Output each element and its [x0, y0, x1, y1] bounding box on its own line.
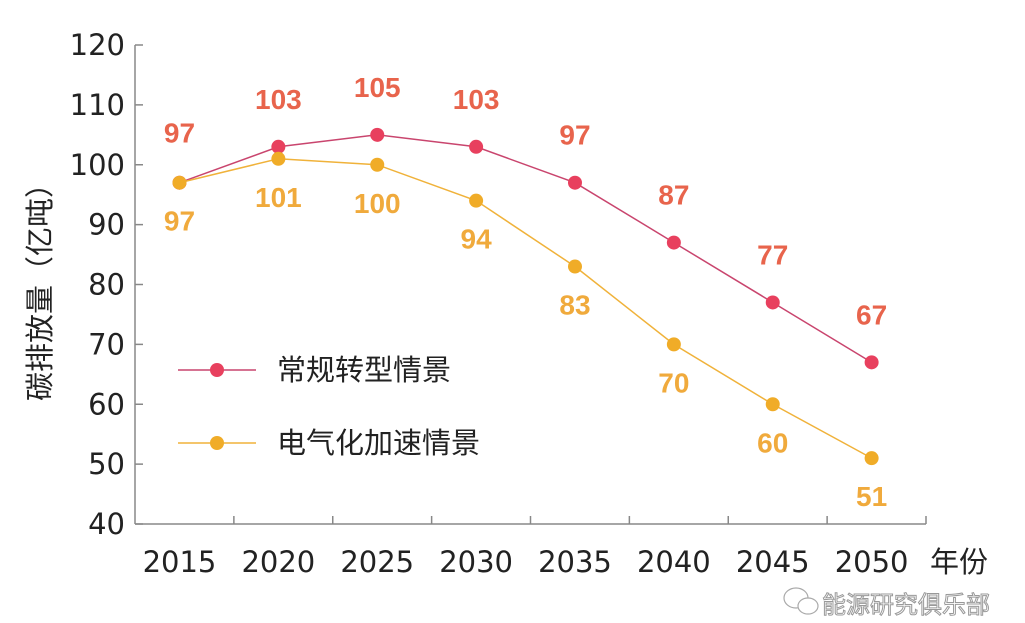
data-label: 105: [354, 72, 401, 103]
legend-marker: [210, 436, 224, 450]
data-point: [567, 175, 582, 190]
y-tick-label: 70: [88, 327, 125, 361]
data-point: [864, 451, 879, 466]
data-label: 97: [559, 120, 590, 151]
data-label: 94: [461, 224, 493, 255]
data-point: [864, 355, 879, 370]
watermark: 能源研究俱乐部: [783, 587, 991, 620]
data-point: [469, 193, 484, 208]
y-tick-label: 50: [88, 447, 125, 481]
data-label: 100: [354, 188, 401, 219]
data-point: [172, 175, 187, 190]
data-point: [666, 337, 681, 352]
data-label: 103: [453, 84, 500, 115]
data-point: [370, 127, 385, 142]
data-label: 103: [255, 84, 302, 115]
y-tick-label: 110: [70, 88, 125, 122]
x-axis-label: 年份: [930, 545, 988, 579]
data-point: [765, 295, 780, 310]
y-tick-label: 90: [88, 208, 125, 242]
data-labels: 97 103 105 103 97 87 77 67 97 101 100 94 83 70 60 51: [164, 72, 887, 512]
data-point: [271, 139, 286, 154]
data-point: [271, 151, 286, 166]
x-tick-label: 2015: [143, 545, 217, 579]
data-label: 77: [757, 239, 788, 270]
x-tick-label: 2050: [835, 545, 909, 579]
watermark-text: 能源研究俱乐部: [822, 591, 990, 619]
legend-marker: [210, 363, 224, 377]
x-tick-label: 2025: [340, 545, 414, 579]
data-label: 83: [559, 290, 590, 321]
series-line: [179, 158, 872, 459]
data-point: [765, 397, 780, 412]
x-tick-label: 2040: [637, 545, 711, 579]
data-point: [370, 157, 385, 172]
data-point: [567, 259, 582, 274]
y-tick-label: 40: [88, 507, 125, 541]
x-tick-label: 2045: [736, 545, 810, 579]
y-axis-label: 碳排放量（亿吨）: [23, 169, 57, 401]
data-label: 101: [255, 182, 302, 213]
series-group: [172, 127, 879, 466]
y-tick-label: 100: [70, 148, 125, 182]
x-tick-label: 2030: [439, 545, 513, 579]
y-tick-label: 80: [88, 268, 125, 302]
data-label: 67: [856, 299, 887, 330]
y-tick-label: 120: [70, 28, 125, 62]
axes: 40 50 60 70 80 90 100 110 120 2015 2020 2025 2030 203…: [70, 28, 927, 579]
data-label: 87: [658, 180, 689, 211]
data-label: 97: [164, 206, 195, 237]
data-point: [469, 139, 484, 154]
series-line: [179, 134, 873, 363]
data-label: 97: [164, 118, 195, 149]
legend-label: 常规转型情景: [277, 353, 451, 387]
wechat-icon: [783, 587, 819, 615]
y-tick-label: 60: [88, 387, 125, 421]
legend-label: 电气化加速情景: [277, 426, 480, 460]
x-tick-label: 2020: [241, 545, 315, 579]
data-point: [666, 235, 681, 250]
data-label: 70: [658, 367, 689, 398]
data-label: 60: [757, 427, 788, 458]
x-tick-label: 2035: [538, 545, 612, 579]
data-label: 51: [856, 481, 887, 512]
